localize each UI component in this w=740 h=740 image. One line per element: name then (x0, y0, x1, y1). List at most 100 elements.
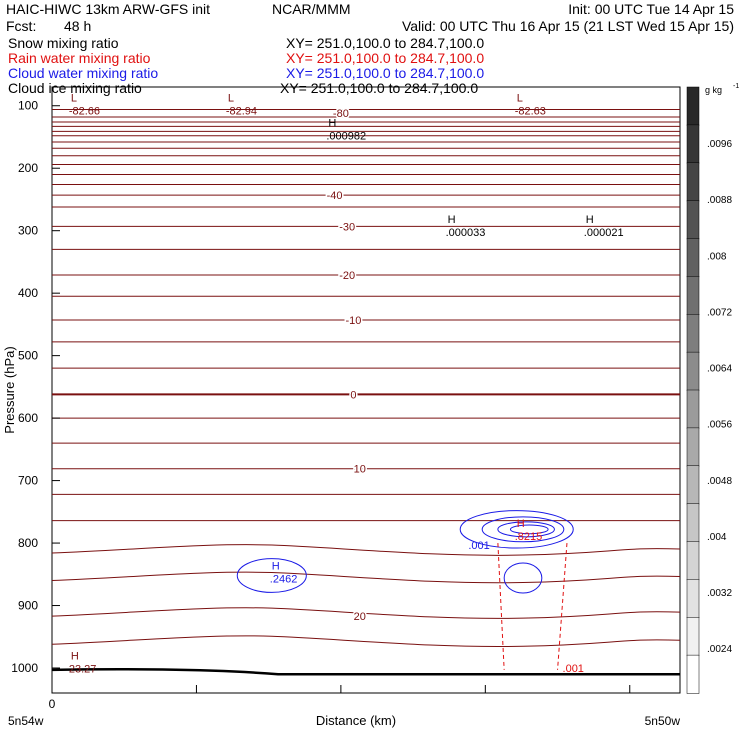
isotherm-line (51, 206, 681, 208)
y-tick-label: 600 (18, 411, 38, 425)
isotherm-label: -20 (339, 270, 355, 282)
forecast-label: Fcst: (6, 18, 36, 34)
field-cloud-ice-name: Cloud ice mixing ratio (8, 80, 142, 96)
field-rain-xy: XY= 251.0,100.0 to 284.7,100.0 (286, 50, 484, 66)
field-snow-name: Snow mixing ratio (8, 35, 119, 51)
colorbar-swatch (686, 541, 700, 581)
colorbar-swatch (686, 389, 700, 429)
isotherm-line (51, 635, 681, 648)
cloud-water-label: .001 (468, 540, 489, 552)
isotherm-line (51, 134, 681, 137)
isotherm-line (51, 125, 681, 128)
colorbar-swatch (686, 579, 700, 618)
plot-frame (51, 86, 681, 694)
init-time: Init: 00 UTC Tue 14 Apr 15 (568, 1, 734, 17)
colorbar-swatch (686, 503, 700, 543)
colorbar-swatch (686, 86, 700, 126)
y-tick-label: 800 (18, 536, 38, 550)
isotherm-line (51, 116, 681, 118)
isotherm-line (51, 493, 681, 496)
isotherm-label: -30 (339, 221, 355, 233)
colorbar-unit-exponent: -1 (733, 83, 739, 90)
colorbar-swatch (686, 162, 700, 202)
isotherm-line (51, 173, 681, 176)
y-tick-label: 900 (18, 599, 38, 613)
colorbar-level-label: .0032 (707, 588, 732, 599)
isotherm-line (51, 274, 681, 276)
colorbar-level-label: .004 (707, 532, 727, 543)
isotherm-label: 0 (350, 389, 356, 401)
rain-contour (497, 543, 568, 670)
isotherm-line (51, 607, 681, 619)
y-tick-label: 700 (18, 474, 38, 488)
y-axis: 100 200 300 400 500 600 700 800 900 1000 (11, 99, 60, 675)
extremum-value: .8215 (515, 531, 543, 543)
extremum-marker: H (586, 214, 594, 226)
y-tick-label: 400 (18, 286, 38, 300)
y-tick-label: 300 (18, 224, 38, 238)
colorbar-level-label: .0064 (707, 364, 732, 375)
extremum-marker: H (272, 561, 280, 573)
cloud-water-contour (503, 562, 543, 594)
colorbar-level-label: .008 (707, 251, 727, 262)
colorbar-swatch (686, 200, 700, 240)
colorbar-level-label: .0072 (707, 307, 732, 318)
colorbar-level-label: .0088 (707, 195, 732, 206)
extremum-marker: H (517, 518, 525, 530)
isotherm-line (51, 341, 681, 343)
cloud-water-contour (497, 521, 555, 538)
colorbar-swatch (686, 124, 700, 164)
extremum-marker: H (328, 118, 336, 130)
isotherm-line (51, 571, 681, 584)
isotherm-label: -80 (333, 108, 349, 120)
y-tick-label: 200 (18, 161, 38, 175)
colorbar-level-label: .0056 (707, 420, 732, 431)
isotherm-line (51, 467, 681, 470)
cloud-water-contour (459, 510, 574, 549)
cloud-water-contour (236, 558, 307, 593)
colorbar-swatch (686, 427, 700, 467)
extremum-value: .000021 (584, 227, 624, 239)
colorbar-swatch (686, 238, 700, 278)
extremum-value: -82.66 (69, 106, 100, 118)
valid-time: Valid: 00 UTC Thu 16 Apr 15 (21 LST Wed … (402, 18, 734, 34)
x-end-label: 5n50w (645, 714, 681, 728)
colorbar-swatch (686, 314, 700, 353)
x-tick-label: 0 (49, 697, 56, 711)
isotherm-line (51, 154, 681, 157)
extremum-value: .000033 (446, 227, 486, 239)
extremum-marker: L (228, 93, 234, 105)
org-label: NCAR/MMM (272, 1, 351, 17)
isotherm-line (51, 248, 681, 251)
x-start-label: 5n54w (8, 714, 44, 728)
field-rain-name: Rain water mixing ratio (8, 50, 151, 66)
isotherm-line (51, 108, 681, 111)
isotherm-line (51, 544, 681, 556)
colorbar-swatch (686, 617, 700, 656)
terrain-line (51, 667, 680, 676)
isotherm-line (51, 163, 681, 166)
hydrometeor-contours (236, 510, 574, 670)
colorbar-swatch (686, 276, 700, 315)
isotherm-line (51, 295, 681, 298)
isotherm-line (51, 147, 681, 150)
y-tick-label: 500 (18, 349, 38, 363)
terrain-surface (51, 667, 680, 676)
extremum-value: -82.63 (515, 106, 546, 118)
forecast-hours: 48 h (64, 18, 91, 34)
colorbar-swatch (686, 654, 700, 694)
field-cloud-ice-xy: XY= 251.0,100.0 to 284.7,100.0 (280, 80, 478, 96)
extremum-value: -82.94 (226, 106, 257, 118)
isotherm-line (51, 130, 681, 133)
cloud-water-contour (481, 516, 565, 543)
extremum-marker: L (71, 93, 77, 105)
colorbar-level-label: .0096 (707, 139, 732, 150)
colorbar-swatch (686, 465, 700, 505)
extremum-value: .000982 (326, 131, 366, 143)
colorbar-level-label: .0048 (707, 476, 732, 487)
isotherm-line (51, 417, 681, 419)
x-axis (51, 685, 631, 693)
colorbar: .0096 .0088 .008 .0072 .0064 .0056 .0048 .004 .0… (686, 83, 739, 694)
colorbar-swatch (686, 351, 700, 391)
extremum-value: .2462 (270, 574, 298, 586)
